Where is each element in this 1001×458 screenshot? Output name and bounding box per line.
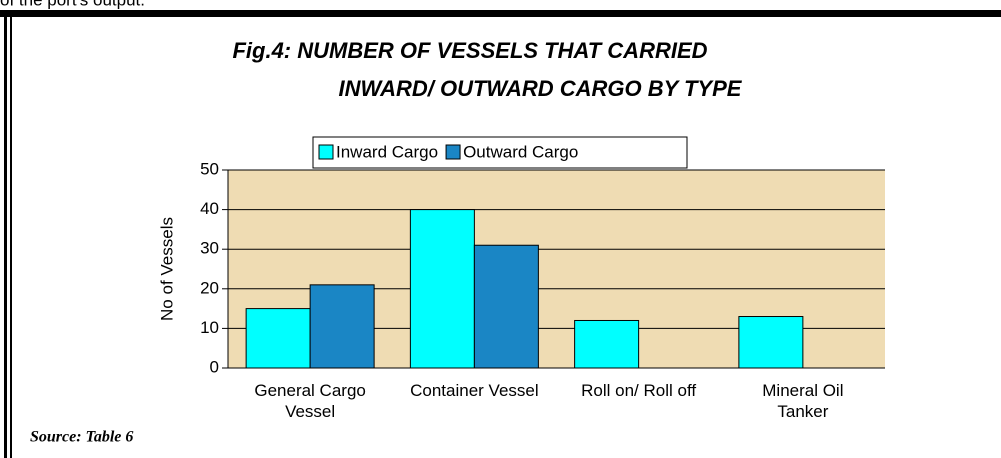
y-tick-label: 50 [200,159,219,178]
left-border [4,17,7,458]
x-tick-label: Roll on/ Roll off [581,381,697,400]
x-tick-label: Mineral Oil Tanker [762,381,844,421]
legend-label: Inward Cargo [336,142,438,161]
bar [409,209,475,369]
y-tick-label: 10 [200,318,219,337]
legend-swatch [445,144,461,160]
left-border [10,17,12,458]
bar [473,244,539,369]
legend-swatch [318,144,334,160]
legend-label: Outward Cargo [463,142,578,161]
chart-title: INWARD/ OUTWARD CARGO BY TYPE [339,76,743,101]
x-tick-label: General Cargo Vessel [254,381,366,421]
y-tick-label: 30 [200,239,219,258]
bar [245,308,311,369]
top-text: of the port's output. [0,0,145,9]
y-tick-label: 40 [200,199,219,218]
top-border [0,10,1001,17]
x-tick-label: Container Vessel [410,381,539,400]
y-axis-label: No of Vessels [157,217,176,321]
bar [574,319,640,369]
bar [309,284,375,369]
legend [312,136,688,169]
bar [738,316,804,369]
source: Source: Table 6 [30,429,133,446]
y-tick-label: 0 [210,357,219,376]
chart-title: Fig.4: NUMBER OF VESSELS THAT CARRIED [232,38,707,63]
y-tick-label: 20 [200,278,219,297]
